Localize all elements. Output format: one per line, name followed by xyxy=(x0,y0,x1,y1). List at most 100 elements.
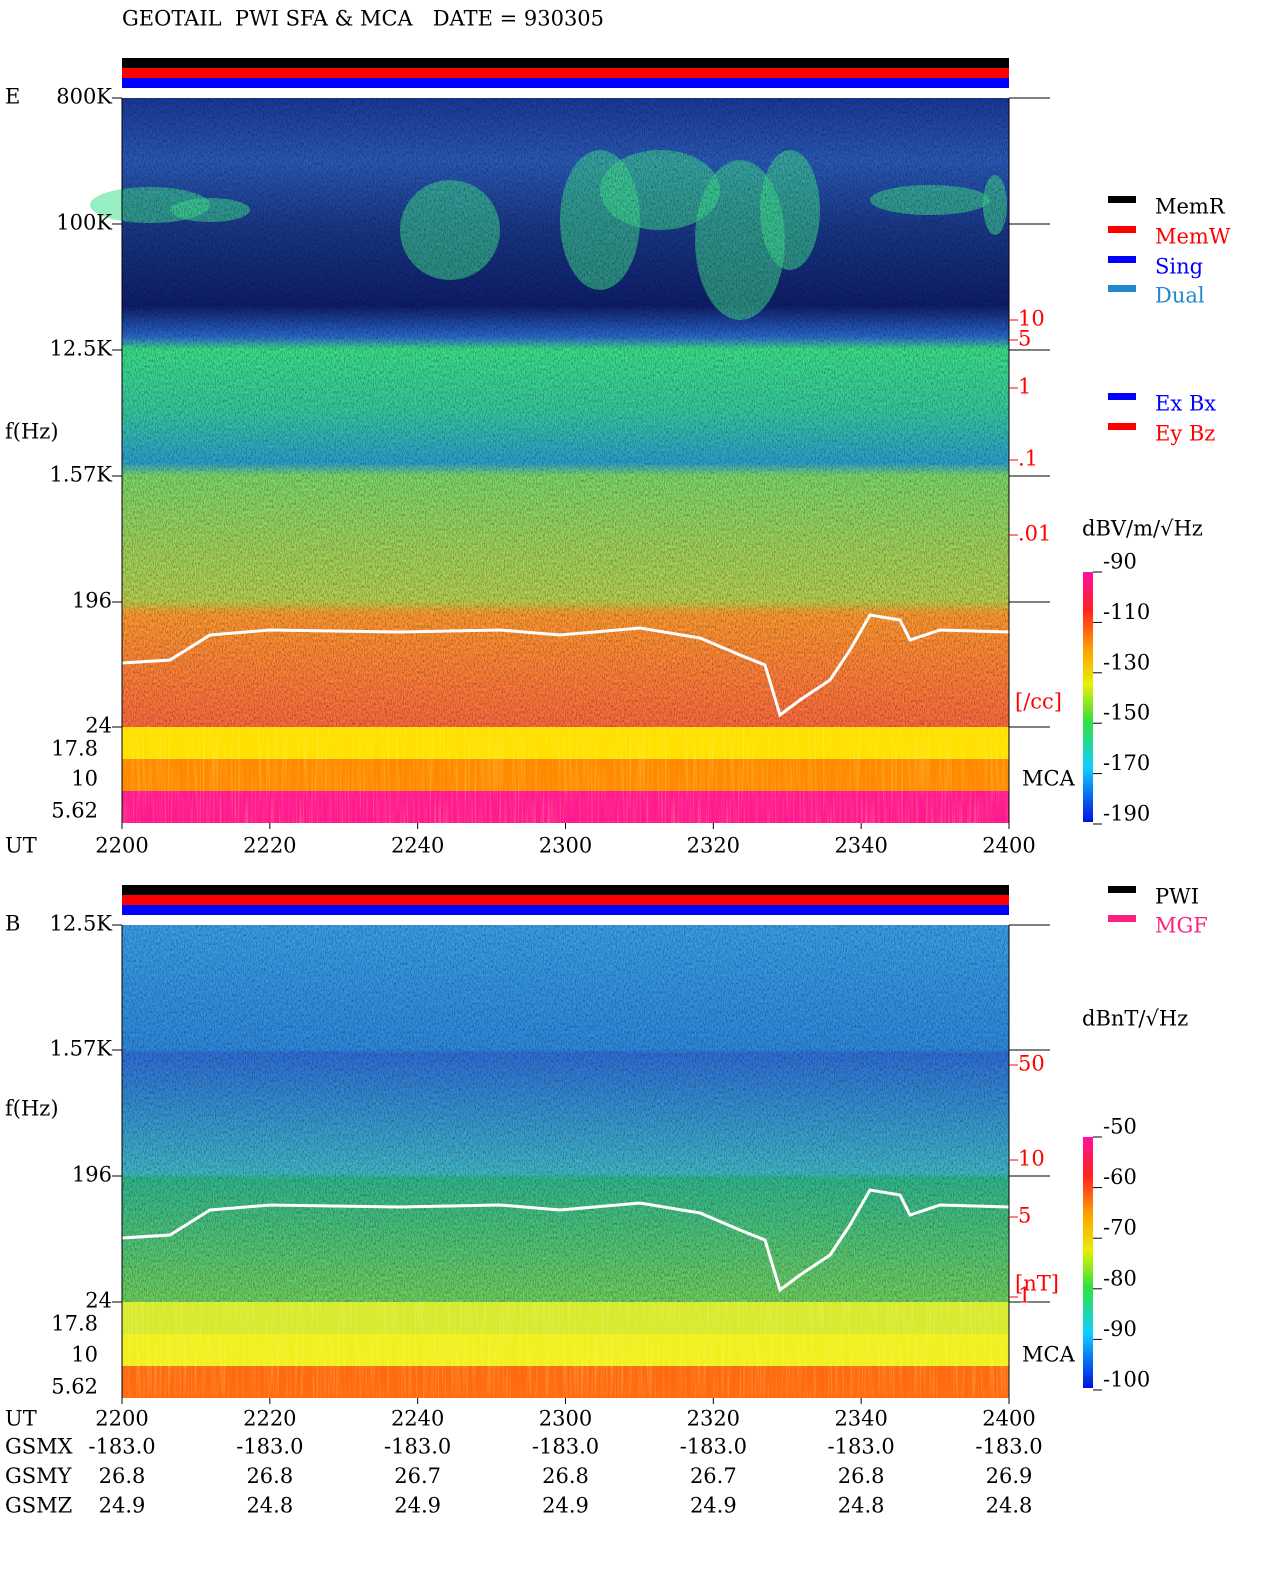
orbit-value: 24.8 xyxy=(986,1494,1033,1518)
orbit-value: 26.8 xyxy=(99,1464,146,1488)
density-label: 10 xyxy=(1018,1147,1045,1171)
legend-label: Ex Bx xyxy=(1155,392,1216,416)
freq-label: 196 xyxy=(72,1163,112,1187)
legend-label: Sing xyxy=(1155,255,1203,279)
time-label: 2320 xyxy=(687,1407,740,1431)
colorbar-label: -60 xyxy=(1103,1165,1137,1189)
status-bar xyxy=(122,885,1009,895)
colorbar xyxy=(1083,572,1093,822)
colorbar xyxy=(1083,1137,1093,1388)
time-label: 2340 xyxy=(834,834,887,858)
status-bar xyxy=(122,58,1009,68)
mca-label: 17.8 xyxy=(51,737,98,761)
axis-label: f(Hz) xyxy=(5,420,59,444)
time-label: 2200 xyxy=(95,1407,148,1431)
legend-label: Dual xyxy=(1155,284,1205,308)
legend-label: MemR xyxy=(1155,195,1226,219)
orbit-name: GSMX xyxy=(5,1435,73,1459)
orbit-value: 24.9 xyxy=(690,1494,737,1518)
orbit-name: GSMY xyxy=(5,1464,73,1488)
orbit-value: -183.0 xyxy=(975,1435,1042,1459)
freq-label: 24 xyxy=(85,1289,112,1313)
time-label: 2220 xyxy=(243,834,296,858)
freq-label: 12.5K xyxy=(50,912,113,936)
density-label: 1 xyxy=(1018,375,1031,399)
orbit-value: -183.0 xyxy=(532,1435,599,1459)
legend-swatch xyxy=(1108,423,1136,430)
time-label: 2400 xyxy=(982,834,1035,858)
colorbar-label: -150 xyxy=(1103,701,1150,725)
legend-swatch xyxy=(1108,256,1136,263)
density-label: 5 xyxy=(1018,327,1031,351)
orbit-value: 26.9 xyxy=(986,1464,1033,1488)
mca-texture xyxy=(122,1302,1009,1398)
colorbar-label: -80 xyxy=(1103,1266,1137,1290)
mca-label: 5.62 xyxy=(51,1375,98,1399)
time-label: 2240 xyxy=(391,834,444,858)
status-bar xyxy=(122,68,1009,78)
density-unit: [nT] xyxy=(1015,1272,1059,1296)
orbit-value: -183.0 xyxy=(384,1435,451,1459)
colorbar-label: -70 xyxy=(1103,1216,1137,1240)
legend-swatch xyxy=(1108,886,1136,893)
density-label: .01 xyxy=(1018,522,1051,546)
mca-label: 5.62 xyxy=(51,799,98,823)
colorbar-label: -50 xyxy=(1103,1115,1137,1139)
time-label: 2400 xyxy=(982,1407,1035,1431)
trace xyxy=(121,1188,1010,1293)
legend-label: Ey Bz xyxy=(1155,422,1215,446)
legend-swatch xyxy=(1108,393,1136,400)
trace xyxy=(121,613,1010,718)
orbit-value: -183.0 xyxy=(88,1435,155,1459)
density-label: 50 xyxy=(1018,1052,1045,1076)
colorbar-label: -170 xyxy=(1103,751,1150,775)
colorbar-unit: dBnT/√Hz xyxy=(1082,1007,1188,1031)
mca-tag: MCA xyxy=(1022,1343,1076,1367)
orbit-value: -183.0 xyxy=(828,1435,895,1459)
panel-label: E xyxy=(5,85,20,109)
orbit-value: -183.0 xyxy=(236,1435,303,1459)
colorbar-label: -190 xyxy=(1103,802,1150,826)
texture xyxy=(122,98,1009,727)
density-label: 10 xyxy=(1018,307,1045,331)
freq-label: 12.5K xyxy=(50,337,113,361)
panel-label: B xyxy=(5,912,20,936)
mca-tag: MCA xyxy=(1022,767,1076,791)
freq-label: 800K xyxy=(56,85,112,109)
orbit-value: 26.7 xyxy=(690,1464,737,1488)
colorbar-label: -90 xyxy=(1103,1317,1137,1341)
time-label: 2300 xyxy=(539,834,592,858)
colorbar-label: -130 xyxy=(1103,650,1150,674)
ut-label: UT xyxy=(5,834,37,858)
axis-label: f(Hz) xyxy=(5,1097,59,1121)
orbit-value: 26.8 xyxy=(542,1464,589,1488)
orbit-value: 26.8 xyxy=(838,1464,885,1488)
legend-swatch xyxy=(1108,226,1136,233)
legend-swatch xyxy=(1108,915,1136,922)
orbit-value: 24.9 xyxy=(542,1494,589,1518)
mca-label: 10 xyxy=(71,1343,98,1367)
colorbar-label: -90 xyxy=(1103,550,1137,574)
density-unit: [/cc] xyxy=(1015,690,1062,714)
mca-texture xyxy=(122,727,1009,823)
freq-label: 100K xyxy=(56,211,112,235)
time-label: 2340 xyxy=(834,1407,887,1431)
status-bar xyxy=(122,78,1009,88)
freq-label: 1.57K xyxy=(50,1037,113,1061)
title: GEOTAIL PWI SFA & MCA DATE = 930305 xyxy=(122,7,604,31)
orbit-value: 24.9 xyxy=(394,1494,441,1518)
orbit-value: -183.0 xyxy=(680,1435,747,1459)
time-label: 2300 xyxy=(539,1407,592,1431)
time-label: 2220 xyxy=(243,1407,296,1431)
freq-label: 196 xyxy=(72,589,112,613)
density-label: 1 xyxy=(1018,1284,1031,1308)
mca-label: 17.8 xyxy=(51,1312,98,1336)
orbit-value: 24.9 xyxy=(99,1494,146,1518)
legend-swatch xyxy=(1108,196,1136,203)
density-label: 5 xyxy=(1018,1204,1031,1228)
mca-label: 10 xyxy=(71,767,98,791)
orbit-name: GSMZ xyxy=(5,1494,72,1518)
legend-swatch xyxy=(1108,285,1136,292)
time-label: 2320 xyxy=(687,834,740,858)
